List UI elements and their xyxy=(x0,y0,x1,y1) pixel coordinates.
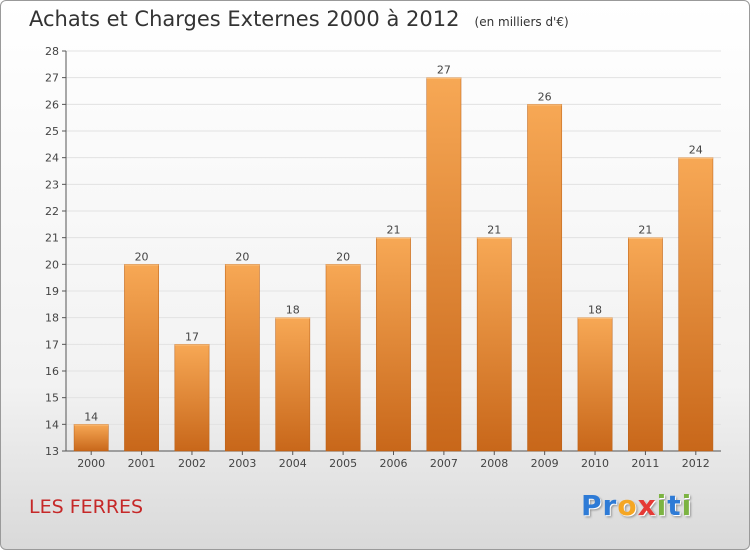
x-tick-label: 2003 xyxy=(228,457,256,470)
x-tick-label: 2000 xyxy=(77,457,105,470)
data-label: 14 xyxy=(84,410,98,423)
data-label: 21 xyxy=(387,224,401,237)
data-label: 27 xyxy=(437,64,451,77)
bar-2012 xyxy=(678,157,714,452)
data-label: 20 xyxy=(235,250,249,263)
bar-2008 xyxy=(476,237,512,452)
bar-2000 xyxy=(73,424,109,452)
data-label: 18 xyxy=(588,304,602,317)
logo-letter: i xyxy=(681,489,693,522)
chart-subtitle: (en milliers d'€) xyxy=(474,15,569,29)
x-tick-label: 2008 xyxy=(480,457,508,470)
y-tick-label: 13 xyxy=(45,445,59,458)
bar-2010 xyxy=(577,317,613,452)
bar-2004 xyxy=(275,317,311,452)
commune-name: LES FERRES xyxy=(29,496,144,518)
logo-letter: P xyxy=(581,489,603,522)
x-tick-label: 2010 xyxy=(581,457,609,470)
y-tick-label: 15 xyxy=(45,392,59,405)
bar-2002 xyxy=(174,344,210,452)
y-tick-label: 19 xyxy=(45,285,59,298)
x-tick-label: 2011 xyxy=(631,457,659,470)
y-tick-label: 26 xyxy=(45,98,59,111)
proxiti-logo: Proxiti xyxy=(581,489,692,522)
bar-2003 xyxy=(224,264,260,452)
x-tick-label: 2002 xyxy=(178,457,206,470)
logo-letter: x xyxy=(637,489,657,522)
bar-layer xyxy=(73,77,714,452)
y-tick-label: 17 xyxy=(45,338,59,351)
logo-letter: i xyxy=(656,489,668,522)
data-label: 21 xyxy=(487,224,501,237)
data-label: 24 xyxy=(689,144,703,157)
x-tick-label: 2012 xyxy=(682,457,710,470)
label-layer: 14 20 17 20 18 20 21 27 21 26 18 21 24 xyxy=(84,64,703,424)
logo-letter: r xyxy=(602,489,618,522)
x-tick-label: 2007 xyxy=(430,457,458,470)
x-tick-label: 2006 xyxy=(380,457,408,470)
y-tick-label: 27 xyxy=(45,72,59,85)
y-tick-label: 21 xyxy=(45,232,59,245)
x-tick-label: 2001 xyxy=(128,457,156,470)
y-tick-label: 22 xyxy=(45,205,59,218)
bar-2001 xyxy=(124,264,159,452)
logo-letter: t xyxy=(667,489,682,522)
y-tick-label: 18 xyxy=(45,312,59,325)
data-label: 26 xyxy=(538,90,552,103)
data-label: 17 xyxy=(185,330,199,343)
bar-2009 xyxy=(527,104,563,452)
y-tick-label: 14 xyxy=(45,418,59,431)
y-tick-label: 16 xyxy=(45,365,59,378)
bar-2007 xyxy=(426,77,462,452)
y-tick-label: 20 xyxy=(45,258,59,271)
bar-2011 xyxy=(628,237,663,452)
data-label: 20 xyxy=(135,250,149,263)
bar-2005 xyxy=(325,264,361,452)
y-tick-label: 23 xyxy=(45,178,59,191)
x-tick-label: 2005 xyxy=(329,457,357,470)
bar-2006 xyxy=(376,237,411,452)
y-tick-label: 28 xyxy=(45,45,59,58)
title-row: Achats et Charges Externes 2000 à 2012 (… xyxy=(29,7,569,31)
data-label: 21 xyxy=(638,224,652,237)
logo-letter: o xyxy=(617,489,638,522)
y-tick-label: 24 xyxy=(45,152,59,165)
x-tick-label: 2004 xyxy=(279,457,307,470)
x-tick-label: 2009 xyxy=(531,457,559,470)
data-label: 18 xyxy=(286,304,300,317)
chart-title: Achats et Charges Externes 2000 à 2012 xyxy=(29,7,460,31)
data-label: 20 xyxy=(336,250,350,263)
y-tick-label: 25 xyxy=(45,125,59,138)
